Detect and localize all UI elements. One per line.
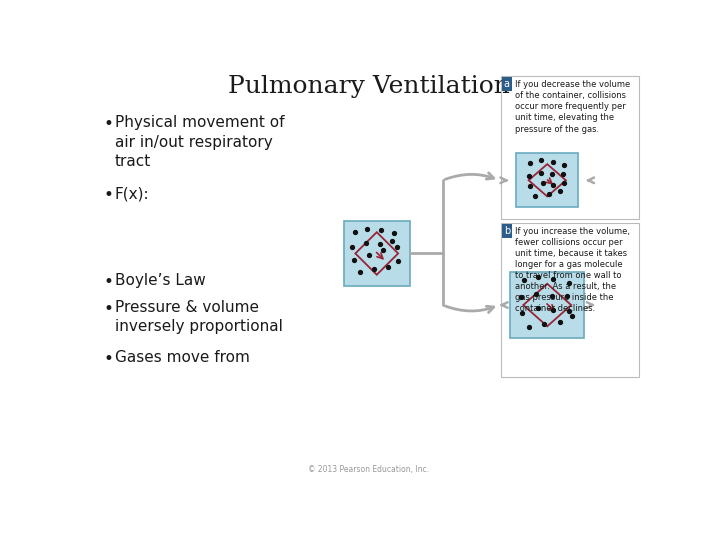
Text: Gases move from: Gases move from (114, 350, 250, 364)
Text: If you decrease the volume
of the container, collisions
occur more frequently pe: If you decrease the volume of the contai… (515, 80, 630, 133)
Text: © 2013 Pearson Education, Inc.: © 2013 Pearson Education, Inc. (308, 465, 430, 475)
Text: Pulmonary Ventilation: Pulmonary Ventilation (228, 75, 510, 98)
FancyBboxPatch shape (500, 76, 639, 219)
FancyArrowPatch shape (445, 306, 494, 313)
Text: •: • (104, 350, 114, 368)
Text: •: • (104, 186, 114, 205)
Text: •: • (104, 300, 114, 318)
Text: •: • (104, 115, 114, 133)
Text: a: a (504, 79, 510, 90)
FancyBboxPatch shape (500, 222, 639, 377)
Text: F(x):: F(x): (114, 186, 150, 201)
Text: •: • (104, 273, 114, 291)
FancyArrowPatch shape (445, 173, 494, 179)
FancyBboxPatch shape (344, 221, 410, 286)
FancyBboxPatch shape (516, 153, 578, 207)
Text: b: b (504, 226, 510, 236)
Text: Physical movement of
air in/out respiratory
tract: Physical movement of air in/out respirat… (114, 115, 284, 170)
Text: Boyle’s Law: Boyle’s Law (114, 273, 205, 288)
Text: If you increase the volume,
fewer collisions occur per
unit time, because it tak: If you increase the volume, fewer collis… (515, 226, 630, 313)
FancyBboxPatch shape (510, 272, 584, 338)
Text: Pressure & volume
inversely proportional: Pressure & volume inversely proportional (114, 300, 283, 334)
